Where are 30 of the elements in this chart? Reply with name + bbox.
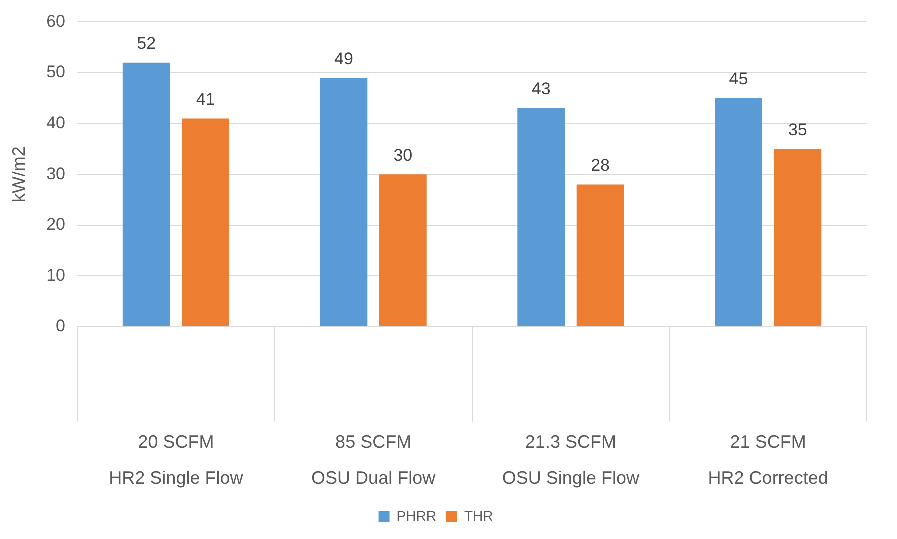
- y-tick-label: 40: [46, 113, 66, 132]
- data-label: 28: [591, 156, 610, 175]
- y-tick-label: 10: [46, 266, 66, 285]
- legend-label: THR: [464, 508, 494, 524]
- x-tick-label: 21 SCFM HR2 Corrected: [708, 432, 828, 488]
- legend-label: PHRR: [396, 508, 436, 524]
- data-label: 52: [137, 34, 156, 54]
- y-tick-label: 0: [56, 316, 66, 336]
- data-label: 43: [532, 80, 551, 99]
- y-tick-label: 30: [46, 164, 66, 184]
- y-tick-label: 60: [46, 12, 66, 31]
- bar: [122, 62, 170, 326]
- x-tick-label: 21.3 SCFM OSU Single Flow: [502, 432, 640, 488]
- bar: [774, 149, 822, 326]
- x-tick-label: 20 SCFM HR2 Single Flow: [109, 432, 244, 488]
- bar: [518, 108, 566, 326]
- bar: [320, 78, 368, 326]
- y-axis-title: kW/m2: [8, 146, 29, 203]
- bar: [379, 174, 427, 326]
- data-label: 41: [196, 90, 216, 109]
- data-label: 35: [788, 120, 808, 140]
- data-label: 49: [334, 49, 354, 68]
- y-tick-label: 50: [46, 62, 66, 82]
- bar: [715, 98, 762, 326]
- bar: [182, 118, 230, 326]
- y-tick-label: 20: [46, 215, 66, 234]
- bar: [576, 184, 624, 326]
- data-label: 45: [729, 70, 748, 89]
- data-label: 30: [394, 146, 413, 165]
- x-tick-label: 85 SCFM OSU Dual Flow: [312, 432, 437, 488]
